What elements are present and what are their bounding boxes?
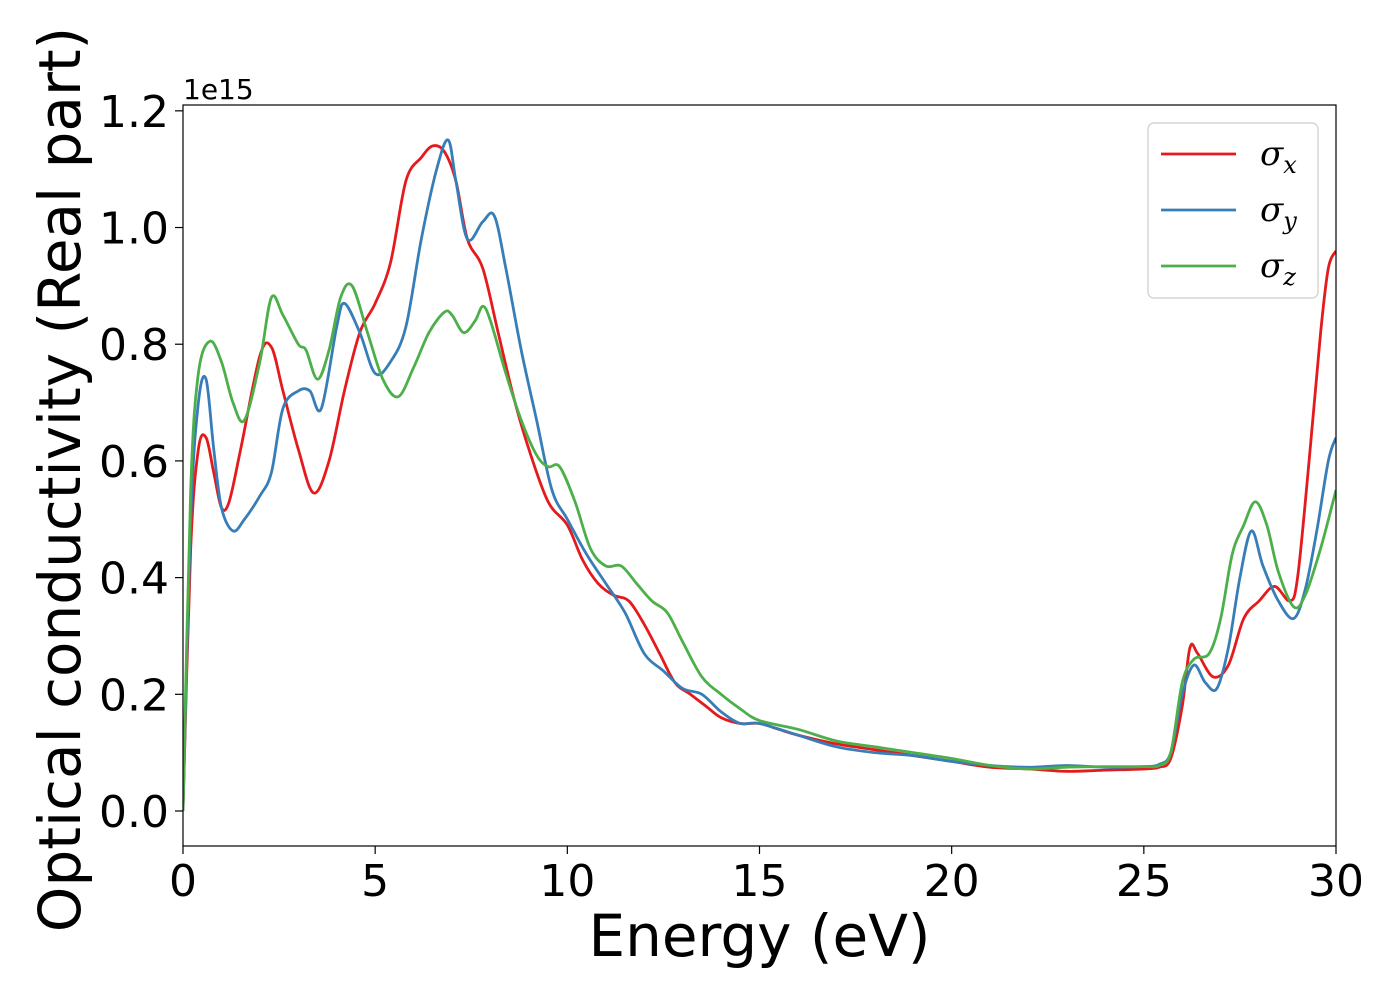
y-tick-label: 0.4 — [99, 554, 169, 605]
y-tick-label: 0.8 — [99, 320, 169, 371]
series-line-z — [183, 282, 1336, 812]
y-tick-label: 0.0 — [99, 787, 169, 838]
y-axis: 0.0 0.2 0.4 0.6 0.8 1.0 1.2 — [99, 87, 183, 838]
x-tick-label: 10 — [539, 856, 595, 907]
x-tick-label: 30 — [1308, 856, 1364, 907]
legend-label-x: σx — [1260, 134, 1297, 179]
x-axis-title: Energy (eV) — [588, 902, 930, 970]
y-tick-label: 1.2 — [99, 87, 169, 138]
y-axis-offset-label: 1e15 — [183, 73, 254, 106]
x-tick-label: 5 — [361, 856, 389, 907]
x-tick-label: 20 — [924, 856, 980, 907]
legend: σx σy σz — [1147, 122, 1319, 299]
x-tick-label: 0 — [169, 856, 197, 907]
y-axis-title: Optical conductivity (Real part) — [26, 27, 94, 932]
x-tick-label: 25 — [1116, 856, 1172, 907]
legend-label-z: σz — [1260, 246, 1296, 291]
series-line-y — [183, 138, 1336, 812]
legend-label-y: σy — [1260, 190, 1297, 235]
series-line-x — [183, 144, 1336, 812]
y-tick-label: 1.0 — [99, 204, 169, 255]
series-layer — [183, 138, 1336, 812]
y-tick-label: 0.2 — [99, 670, 169, 721]
y-tick-label: 0.6 — [99, 437, 169, 488]
x-tick-label: 15 — [732, 856, 788, 907]
x-axis: 0 5 10 15 20 25 30 — [169, 846, 1364, 907]
